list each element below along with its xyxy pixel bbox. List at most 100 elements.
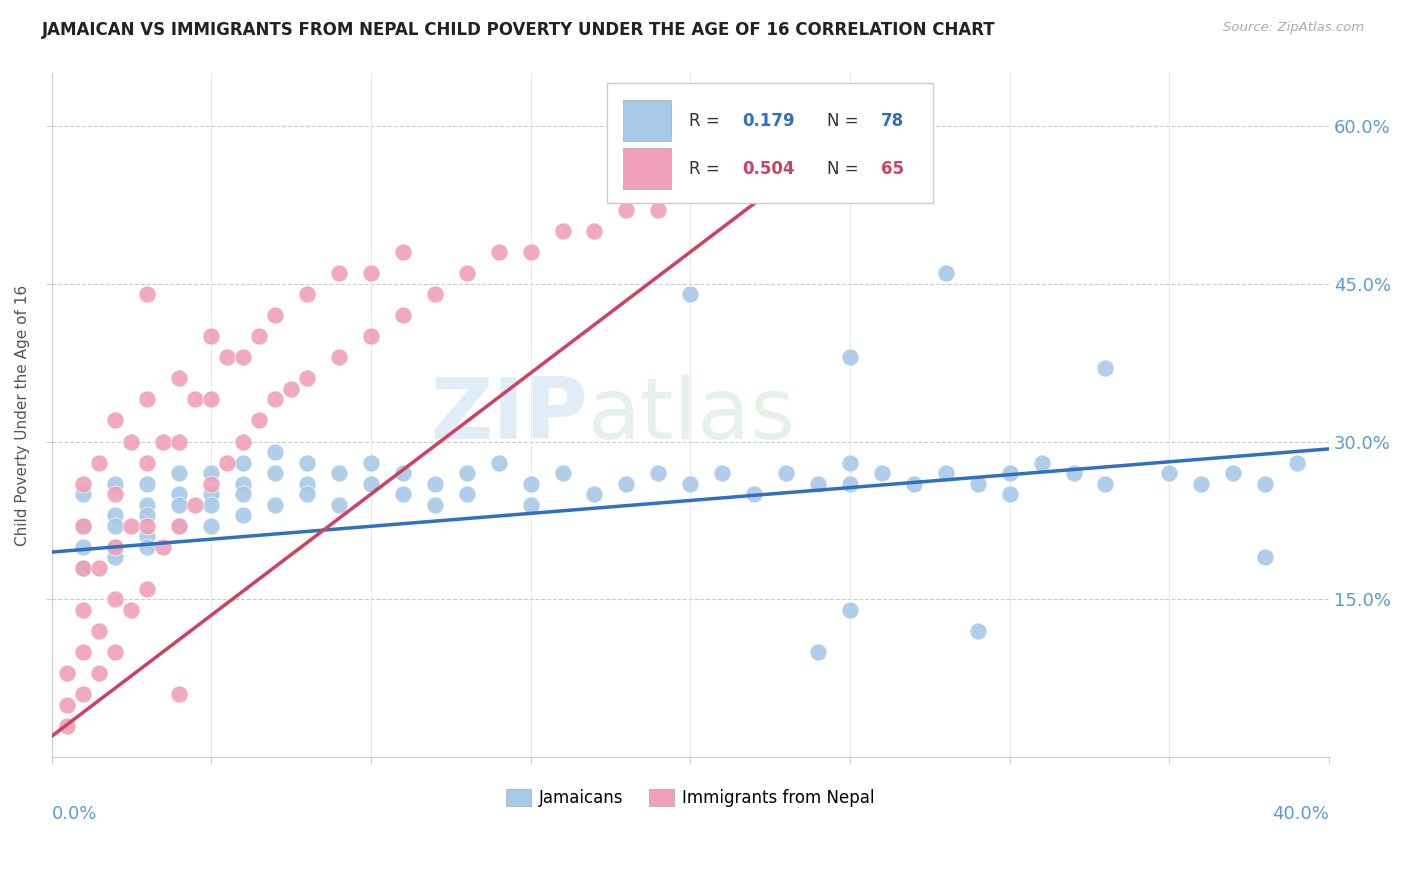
Point (104, 592, 127, 607)
Point (280, 382, 302, 396)
Point (903, 476, 925, 491)
Point (328, 466, 350, 480)
Point (423, 498, 446, 512)
Point (264, 308, 287, 322)
Point (232, 508, 254, 523)
Point (120, 518, 142, 533)
Point (807, 645, 830, 659)
Point (264, 498, 287, 512)
Point (152, 540, 174, 554)
Point (104, 476, 127, 491)
Point (89, 456, 111, 470)
Point (200, 392, 222, 407)
Point (616, 476, 638, 491)
Point (295, 287, 318, 301)
Point (264, 392, 287, 407)
Point (647, 466, 669, 480)
Point (711, 182, 734, 196)
Point (169, 434, 191, 449)
Point (360, 456, 382, 470)
Legend: Jamaicans, Immigrants from Nepal: Jamaicans, Immigrants from Nepal (499, 782, 882, 814)
Point (247, 413, 270, 427)
Point (966, 476, 988, 491)
Text: 0.504: 0.504 (742, 160, 796, 178)
Point (551, 224, 574, 238)
Point (839, 456, 862, 470)
Point (966, 624, 988, 638)
Point (200, 466, 222, 480)
Point (169, 518, 191, 533)
Point (519, 244, 541, 259)
Text: N =: N = (827, 160, 863, 178)
Point (120, 434, 142, 449)
Point (72, 540, 94, 554)
Point (104, 540, 127, 554)
Point (169, 687, 191, 701)
Point (104, 540, 127, 554)
FancyBboxPatch shape (623, 148, 671, 189)
Point (679, 182, 702, 196)
Point (295, 456, 318, 470)
Point (328, 498, 350, 512)
Point (360, 266, 382, 280)
Point (72, 518, 94, 533)
Point (89, 561, 111, 575)
Point (136, 456, 159, 470)
Point (217, 351, 239, 365)
Point (200, 498, 222, 512)
Point (998, 466, 1021, 480)
Point (120, 603, 142, 617)
Point (72, 687, 94, 701)
Point (1254, 476, 1277, 491)
FancyBboxPatch shape (607, 83, 934, 203)
Point (89, 666, 111, 681)
Point (72, 561, 94, 575)
Point (775, 466, 797, 480)
Point (647, 202, 669, 217)
Point (72, 603, 94, 617)
Point (295, 487, 318, 501)
Point (264, 445, 287, 459)
Point (1159, 466, 1181, 480)
Text: R =: R = (689, 112, 725, 130)
Point (679, 476, 702, 491)
Point (72, 487, 94, 501)
Point (998, 487, 1021, 501)
Point (1286, 456, 1309, 470)
Point (679, 287, 702, 301)
Point (136, 287, 159, 301)
Point (104, 508, 127, 523)
Point (232, 487, 254, 501)
Point (152, 434, 174, 449)
Point (1094, 476, 1116, 491)
Point (200, 518, 222, 533)
Point (1063, 466, 1085, 480)
Point (136, 498, 159, 512)
Point (72, 561, 94, 575)
Point (232, 351, 254, 365)
Point (616, 202, 638, 217)
Text: 0.0%: 0.0% (52, 805, 97, 823)
Point (169, 518, 191, 533)
Point (104, 550, 127, 565)
Point (870, 466, 893, 480)
Point (56, 666, 79, 681)
Y-axis label: Child Poverty Under the Age of 16: Child Poverty Under the Age of 16 (15, 285, 30, 546)
Text: atlas: atlas (588, 374, 796, 457)
Point (169, 466, 191, 480)
Point (136, 582, 159, 596)
Point (136, 540, 159, 554)
Point (136, 508, 159, 523)
Text: N =: N = (827, 112, 863, 130)
Point (1031, 456, 1053, 470)
Point (328, 351, 350, 365)
Point (104, 413, 127, 427)
Point (104, 518, 127, 533)
Point (742, 171, 765, 186)
Point (169, 498, 191, 512)
Point (72, 645, 94, 659)
Point (184, 392, 207, 407)
Point (295, 476, 318, 491)
Point (456, 466, 478, 480)
Point (423, 476, 446, 491)
